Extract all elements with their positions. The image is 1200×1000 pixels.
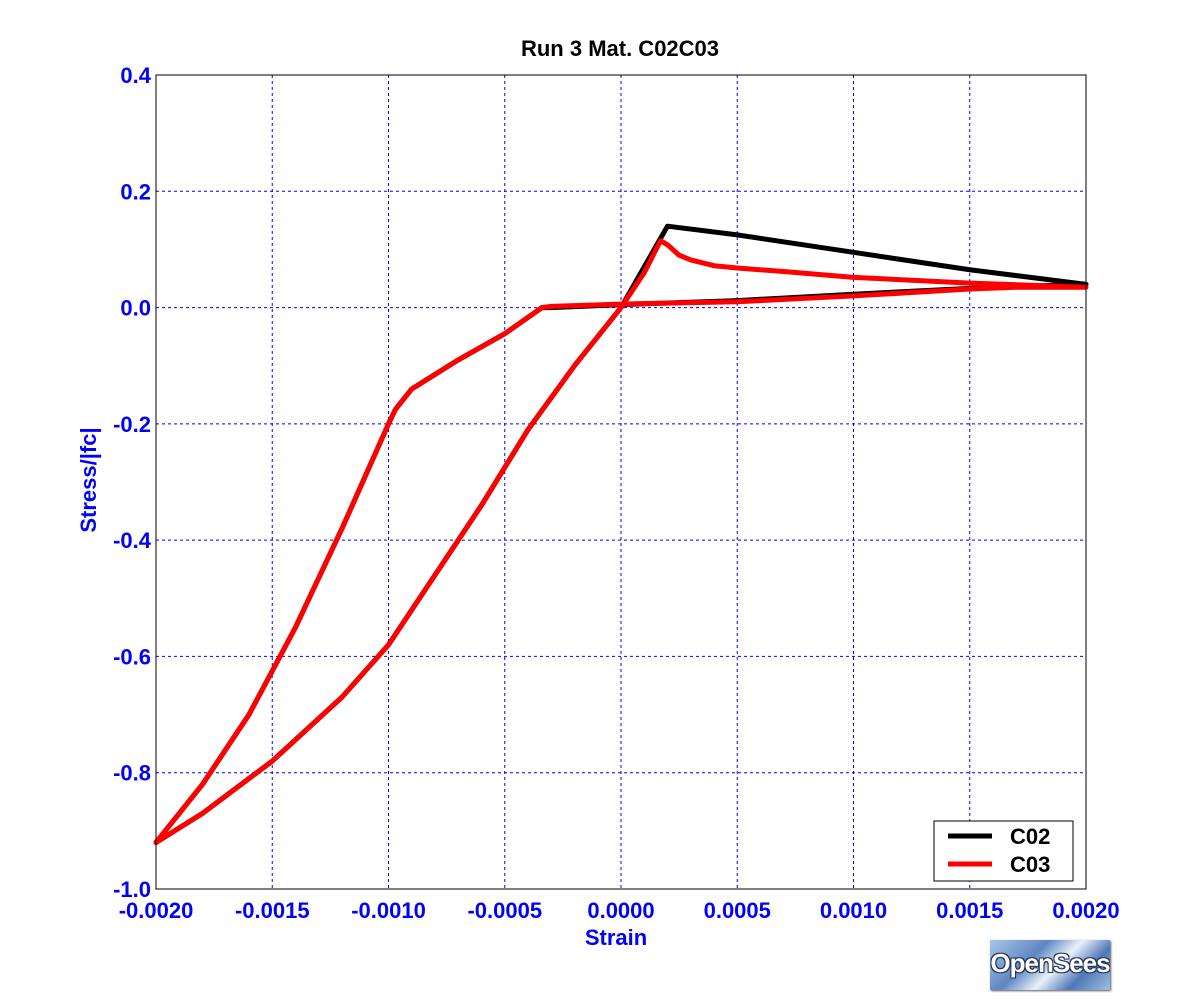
grid xyxy=(156,75,1086,889)
y-tick-label: -0.8 xyxy=(113,761,151,786)
x-tick-label: -0.0020 xyxy=(119,898,194,923)
x-tick-label: 0.0010 xyxy=(820,898,887,923)
y-tick-label: -0.4 xyxy=(113,528,152,553)
legend: C02 C03 xyxy=(933,820,1074,882)
x-tick-label: 0.0020 xyxy=(1052,898,1119,923)
chart-title: Run 3 Mat. C02C03 xyxy=(521,36,719,61)
x-tick-label: 0.0015 xyxy=(936,898,1003,923)
y-tick-label: -0.2 xyxy=(113,412,151,437)
plot-frame xyxy=(155,74,1087,890)
x-tick-label: -0.0005 xyxy=(467,898,542,923)
x-tick-label: -0.0010 xyxy=(351,898,426,923)
y-tick-label: 0.0 xyxy=(120,296,151,321)
series-line-c03 xyxy=(153,238,1089,845)
legend-label-c03: C03 xyxy=(1010,852,1050,877)
x-tick-labels: -0.0020 -0.0015 -0.0010 -0.0005 0.0000 0.0005… xyxy=(119,898,1120,923)
x-axis-label: Strain xyxy=(585,925,647,950)
y-tick-labels: -1.0 -0.8 -0.6 -0.4 -0.2 0.0 0.2 0.4 xyxy=(113,63,152,902)
legend-box xyxy=(933,820,1074,882)
y-tick-label: 0.4 xyxy=(120,63,151,88)
y-axis-label: Stress/|fc| xyxy=(76,427,101,532)
x-tick-label: 0.0005 xyxy=(704,898,771,923)
legend-label-c02: C02 xyxy=(1010,824,1050,849)
x-tick-label: 0.0000 xyxy=(587,898,654,923)
opensees-logo: OpenSees xyxy=(990,940,1110,990)
opensees-logo-text: OpenSees xyxy=(990,948,1110,978)
y-tick-label: 0.2 xyxy=(120,179,151,204)
x-tick-label: -0.0015 xyxy=(235,898,310,923)
y-tick-label: -0.6 xyxy=(113,644,151,669)
series-line-c02 xyxy=(153,223,1089,845)
y-tick-label: -1.0 xyxy=(113,877,151,902)
series-group xyxy=(153,223,1089,845)
